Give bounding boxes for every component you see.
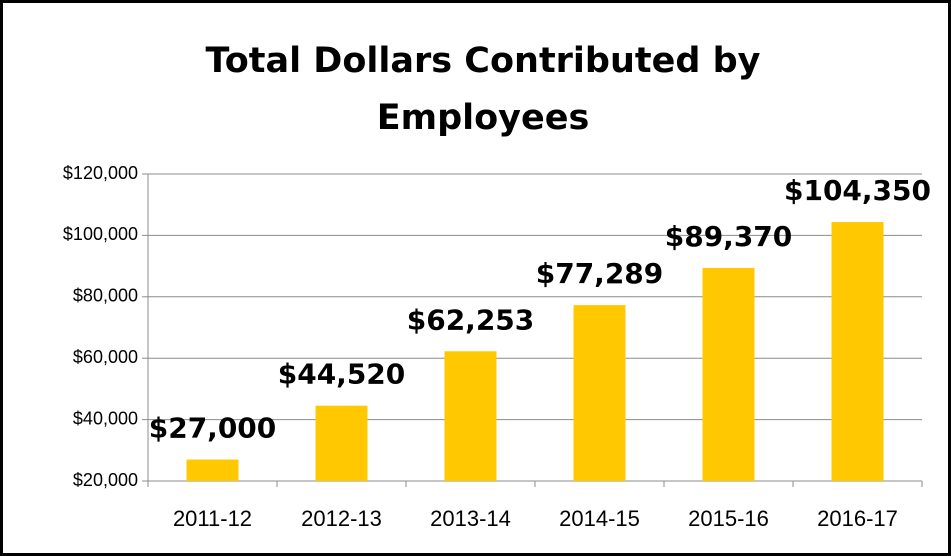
- x-tick-label: 2012-13: [301, 506, 382, 531]
- bar: [573, 305, 626, 481]
- y-tick-label: $60,000: [73, 347, 138, 367]
- value-label: $27,000: [149, 412, 277, 445]
- chart-title: Total Dollars Contributed by Employees: [205, 41, 761, 138]
- y-tick-label: $80,000: [73, 286, 138, 306]
- value-label: $104,350: [784, 174, 931, 207]
- value-label: $77,289: [536, 257, 664, 290]
- x-tick-label: 2011-12: [173, 506, 252, 531]
- value-label: $44,520: [278, 358, 406, 391]
- bar: [186, 459, 239, 481]
- bar: [444, 351, 497, 481]
- value-label: $62,253: [407, 303, 535, 336]
- y-tick-label: $20,000: [73, 470, 138, 490]
- y-tick-label: $40,000: [73, 408, 138, 428]
- bar: [831, 222, 884, 481]
- y-tick-label: $120,000: [63, 163, 138, 183]
- x-tick-label: 2014-15: [559, 506, 640, 531]
- bar: [315, 405, 368, 481]
- x-tick-label: 2016-17: [817, 506, 898, 531]
- x-tick-label: 2013-14: [430, 506, 511, 531]
- bar: [702, 268, 755, 481]
- y-tick-label: $100,000: [63, 224, 138, 244]
- value-label: $89,370: [665, 220, 793, 253]
- x-tick-label: 2015-16: [688, 506, 769, 531]
